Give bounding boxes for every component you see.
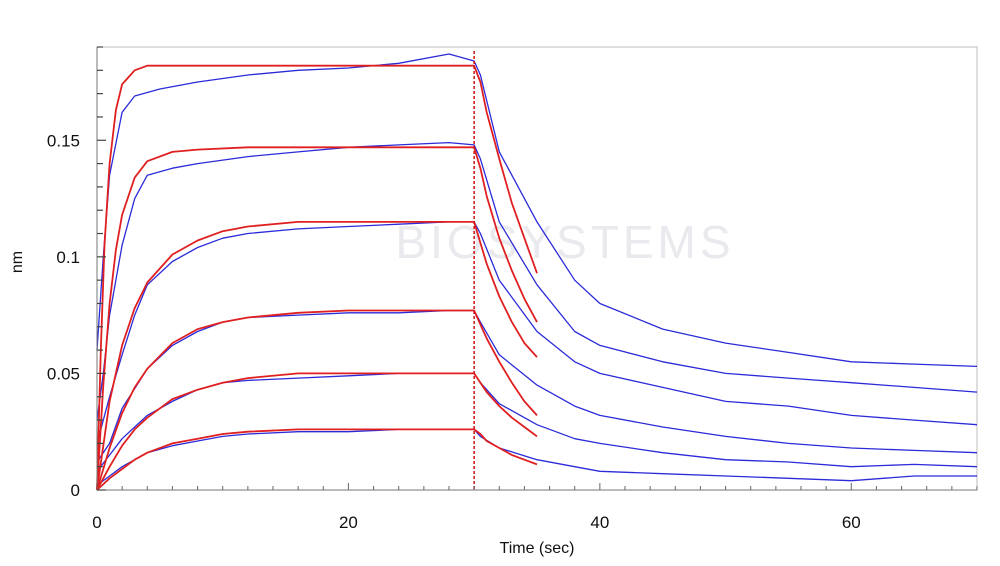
x-ticks: 0 20 40 60	[92, 483, 978, 532]
measured-curve-3	[96, 309, 978, 463]
x-tick-label: 0	[92, 513, 101, 532]
fit-curve-10	[96, 372, 538, 491]
plot-frame	[96, 46, 978, 491]
fit-curve-7	[96, 146, 538, 491]
watermark: BIOSYSTEMS	[395, 216, 734, 268]
fit-curve-11	[96, 428, 538, 491]
y-axis-title: nm	[9, 251, 26, 273]
x-axis-title: Time (sec)	[500, 540, 575, 557]
x-tick-label: 20	[339, 513, 358, 532]
x-tick-label: 40	[590, 513, 609, 532]
measured-curve-5	[96, 428, 977, 486]
series-layer	[96, 53, 978, 491]
y-tick-label: 0.05	[47, 364, 80, 383]
y-tick-label: 0.1	[56, 248, 80, 267]
y-tick-label: 0	[71, 481, 80, 500]
fit-curve-8	[96, 221, 538, 491]
fit-curve-6	[96, 64, 538, 491]
y-ticks: 0 0.05 0.1 0.15	[47, 46, 106, 500]
measured-curve-1	[96, 141, 978, 421]
measured-curve-4	[96, 372, 978, 472]
y-tick-label: 0.15	[47, 131, 80, 150]
fit-curve-9	[96, 309, 538, 491]
x-tick-label: 60	[842, 513, 861, 532]
measured-curve-0	[96, 53, 978, 368]
